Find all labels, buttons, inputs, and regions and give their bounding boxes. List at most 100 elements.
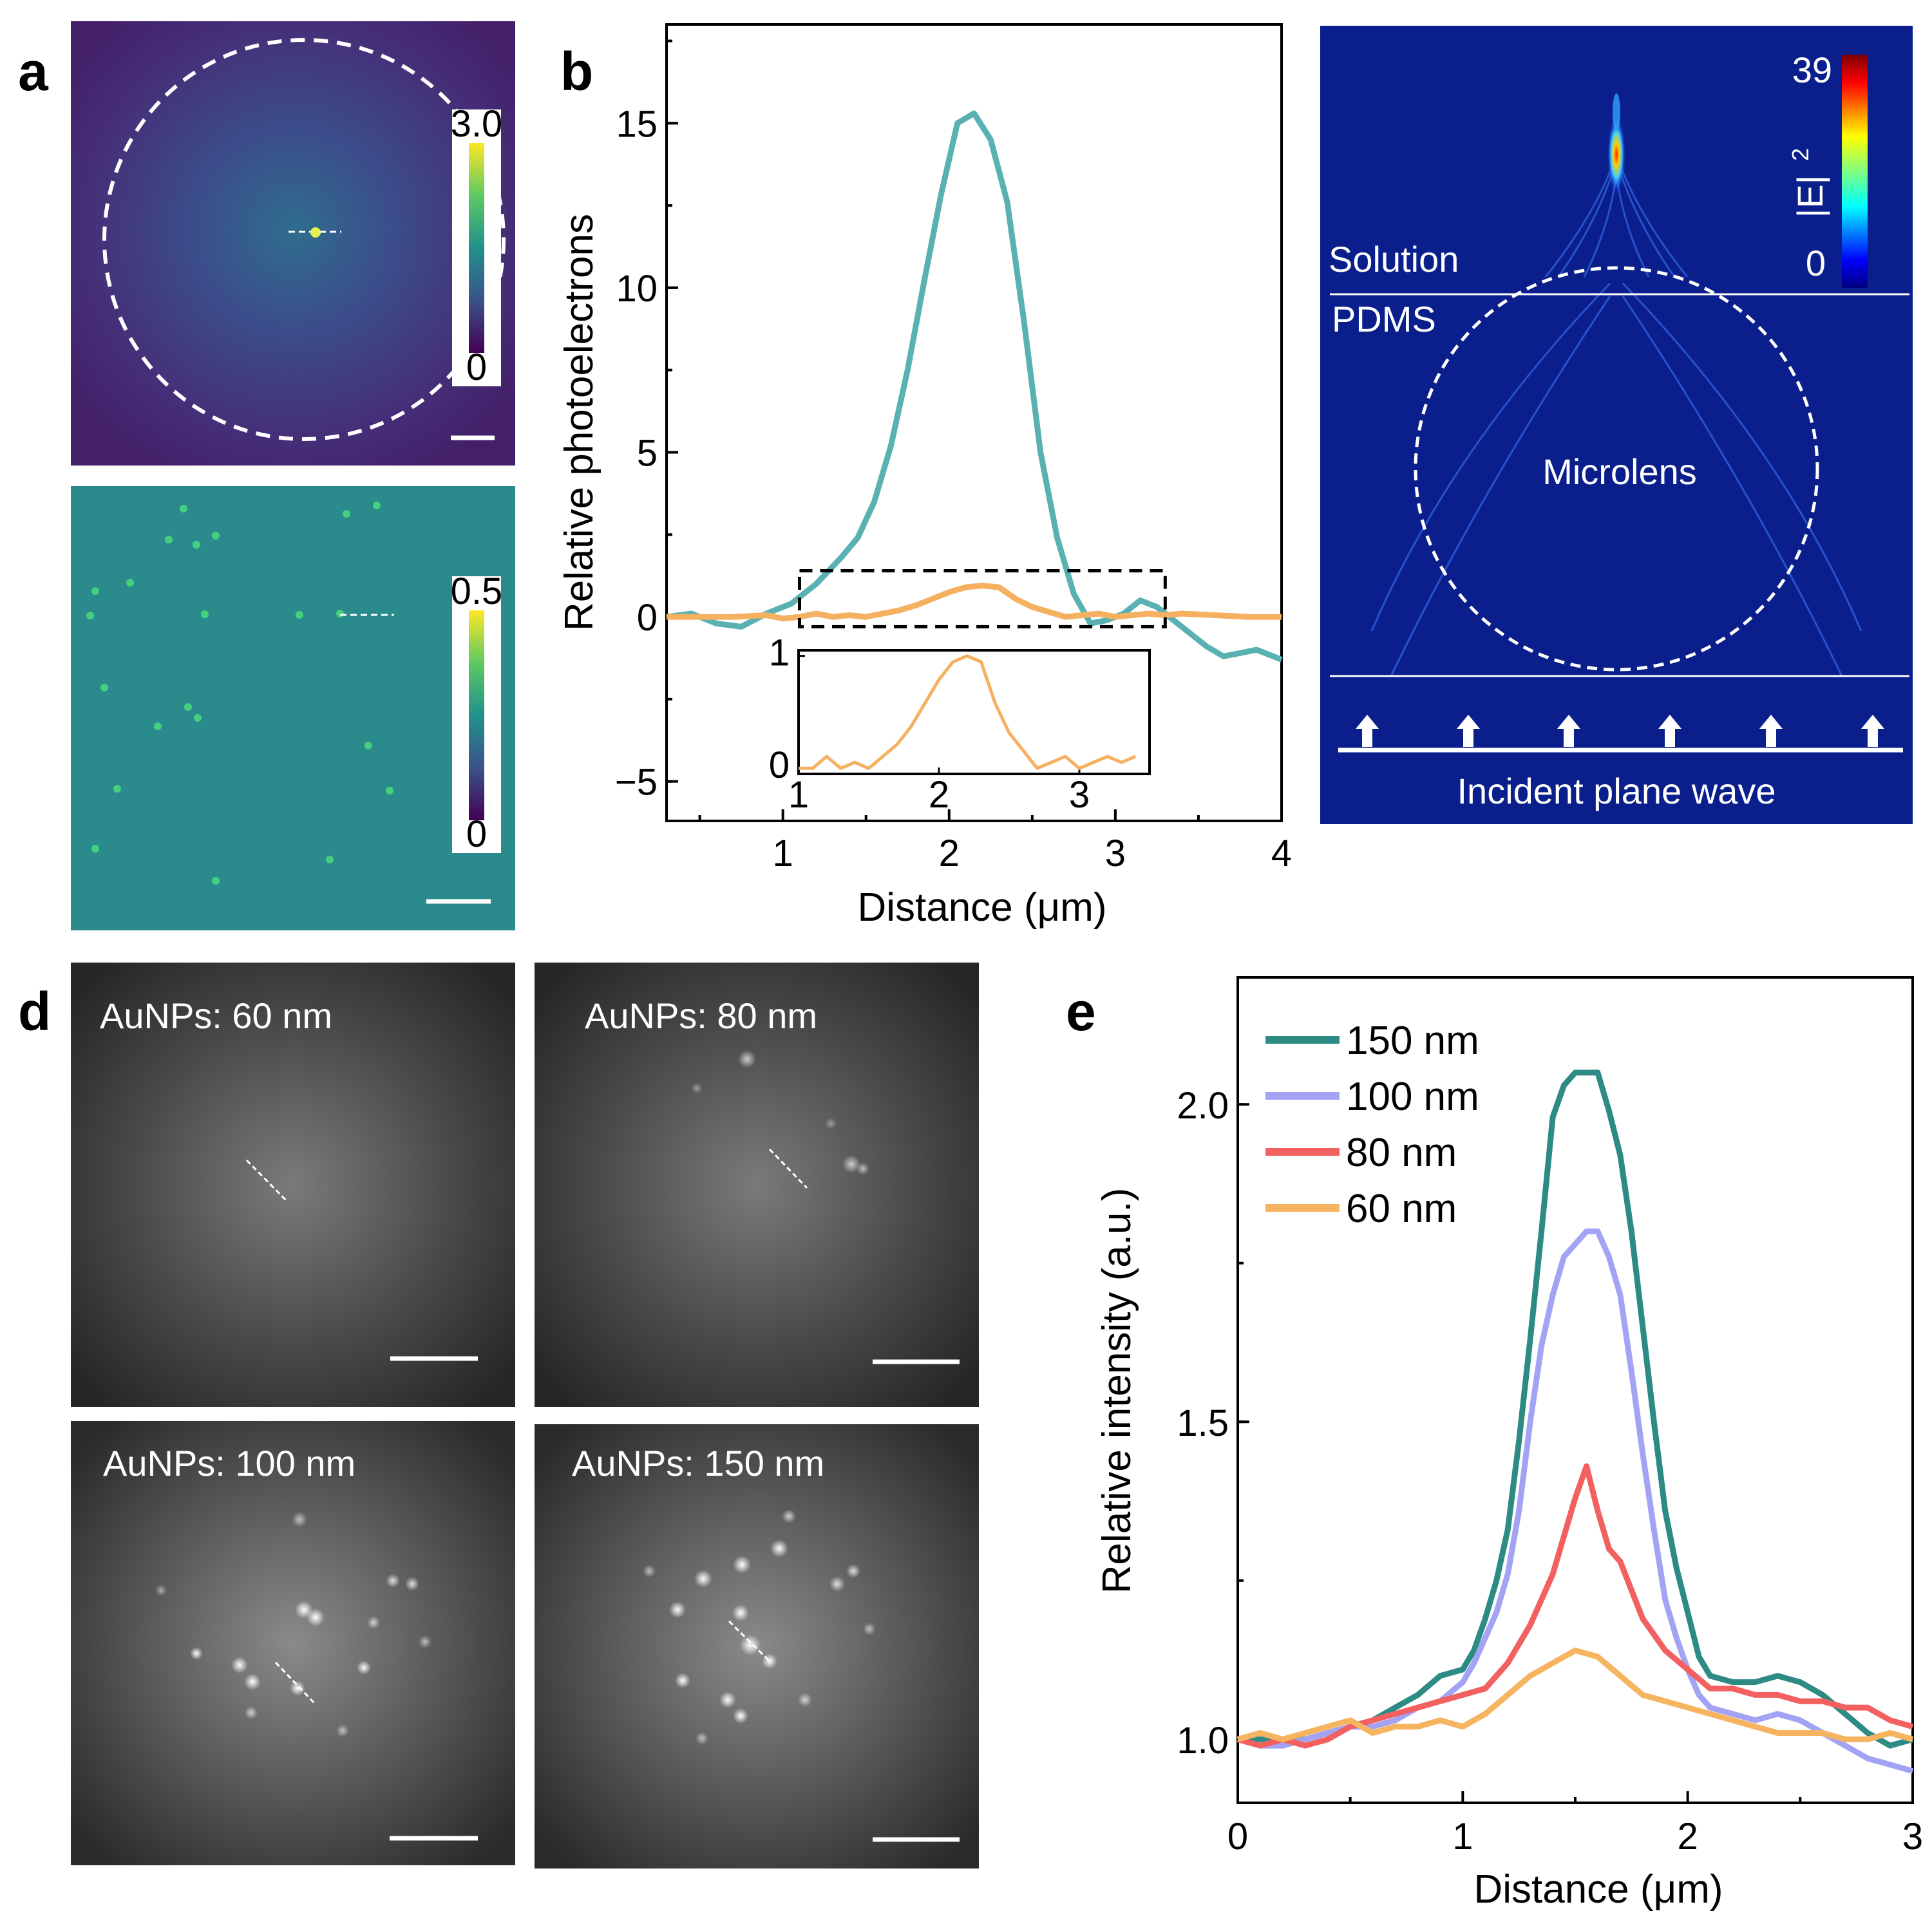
- particle: [100, 684, 108, 692]
- particle: [193, 541, 200, 549]
- nanoparticle-dots: [86, 502, 393, 885]
- spot: [307, 1608, 325, 1626]
- arrow-up-icon: [1861, 715, 1884, 747]
- colorbar-a-bottom-max: 0.5: [451, 570, 503, 612]
- inset-ticks: 1 2 301: [769, 632, 1090, 816]
- y-tick-label: −5: [615, 762, 658, 804]
- colorbar-a-top: [469, 143, 484, 353]
- panel-label-e: e: [1066, 981, 1096, 1042]
- panel-c: Solution PDMS Microlens Incident plane w…: [1320, 26, 1913, 824]
- tile-100nm-label: AuNPs: 100 nm: [103, 1443, 355, 1483]
- line-profile-marker: [768, 1148, 808, 1189]
- colorbar-c: [1842, 55, 1868, 288]
- legend-label: 60 nm: [1346, 1187, 1457, 1231]
- particle: [194, 714, 202, 722]
- spot: [732, 1605, 749, 1621]
- arrow-up-icon: [1759, 715, 1783, 747]
- colorbar-c-label: |E|: [1790, 175, 1830, 218]
- colorbar-a-top-min: 0: [466, 346, 487, 388]
- ray: [1390, 296, 1611, 677]
- chart-e-legend: 150 nm 100 nm 80 nm 60 nm: [1265, 1019, 1479, 1231]
- incident-arrows: [1356, 715, 1884, 747]
- chart-b-series: [666, 110, 1283, 663]
- label-microlens: Microlens: [1542, 451, 1697, 492]
- panel-a-bottom-image: [71, 486, 515, 930]
- y-tick-label: 1.0: [1177, 1720, 1229, 1762]
- x-tick-label: 2: [929, 774, 949, 816]
- colorbar-a-bottom: [469, 610, 484, 820]
- particle: [184, 703, 192, 711]
- spot: [691, 1082, 703, 1094]
- series-line-inset-orange: [799, 654, 1137, 770]
- chart-e-xlabel: Distance (μm): [1473, 1867, 1723, 1912]
- chart-e-ylabel: Relative intensity (a.u.): [1095, 1188, 1139, 1594]
- series-line-100-nm: [1236, 1228, 1914, 1774]
- chart-e-frame: [1236, 976, 1914, 1804]
- chart-b-frame: [665, 23, 1283, 822]
- series-line-orange: [667, 583, 1282, 622]
- spot: [842, 1155, 860, 1173]
- panel-d: AuNPs: 60 nm AuNPs: 80 nm: [71, 963, 979, 1868]
- x-tick-label: 2: [939, 833, 960, 874]
- line-profile-marker: [728, 1620, 771, 1662]
- focus-spot: [310, 227, 321, 238]
- spot: [863, 1623, 876, 1635]
- x-tick-label: 1: [773, 833, 793, 874]
- legend-label: 100 nm: [1346, 1075, 1479, 1119]
- spot: [290, 1680, 305, 1696]
- x-tick-label: 2: [1678, 1816, 1698, 1858]
- nanoparticle-spots: [691, 1050, 869, 1175]
- legend-label: 80 nm: [1346, 1131, 1457, 1175]
- line-profile-marker: [245, 1159, 288, 1202]
- spot: [733, 1708, 748, 1724]
- particle: [212, 877, 220, 885]
- y-tick-label: 2.0: [1177, 1085, 1229, 1127]
- x-tick-label: 3: [1902, 1816, 1923, 1858]
- ray: [1622, 296, 1843, 677]
- spot: [357, 1661, 371, 1675]
- spot: [419, 1635, 431, 1648]
- panel-a-top: 3.0 0: [71, 21, 515, 466]
- y-tick-label: 15: [616, 103, 658, 145]
- particle: [373, 502, 381, 509]
- arrow-up-icon: [1457, 715, 1480, 747]
- x-tick-label: 4: [1271, 833, 1292, 874]
- spot: [231, 1657, 248, 1673]
- tile-60nm-image: [71, 963, 515, 1407]
- chart-e: 0 1 2 3 1.0 1.5 2.0 150 nm 100 nm 80 nm 60 nm Dis…: [1095, 976, 1923, 1912]
- series-line-60-nm: [1236, 1647, 1914, 1742]
- legend-label: 150 nm: [1346, 1019, 1479, 1063]
- spot: [829, 1576, 845, 1592]
- spot: [675, 1673, 690, 1688]
- spot: [405, 1577, 419, 1591]
- particle: [296, 611, 303, 619]
- spot: [738, 1050, 756, 1068]
- y-tick-label: 1.5: [1177, 1402, 1229, 1444]
- inset-series: [799, 654, 1137, 770]
- spot: [386, 1574, 400, 1588]
- spot: [336, 1724, 349, 1737]
- spot: [292, 1512, 307, 1527]
- particle: [201, 610, 209, 618]
- y-tick-label: 0: [769, 744, 790, 786]
- spot: [798, 1693, 812, 1707]
- x-tick-label: 0: [1227, 1816, 1248, 1858]
- tile-60nm-label: AuNPs: 60 nm: [100, 995, 332, 1036]
- spot: [740, 1635, 761, 1655]
- y-tick-label: 10: [616, 268, 658, 310]
- series-line-80-nm: [1236, 1463, 1914, 1749]
- chart-b-xlabel: Distance (μm): [857, 885, 1106, 930]
- tile-80nm-image: [535, 963, 979, 1407]
- particle: [86, 612, 94, 619]
- spot: [696, 1732, 708, 1745]
- nanoparticle-spots: [643, 1509, 876, 1745]
- particle: [126, 579, 134, 587]
- line-profile-marker: [274, 1661, 316, 1704]
- arrow-up-icon: [1356, 715, 1379, 747]
- ray: [1622, 282, 1862, 632]
- spot: [846, 1564, 860, 1578]
- spot: [367, 1616, 380, 1629]
- panel-label-a: a: [18, 41, 49, 102]
- colorbar-a-top-max: 3.0: [451, 103, 503, 145]
